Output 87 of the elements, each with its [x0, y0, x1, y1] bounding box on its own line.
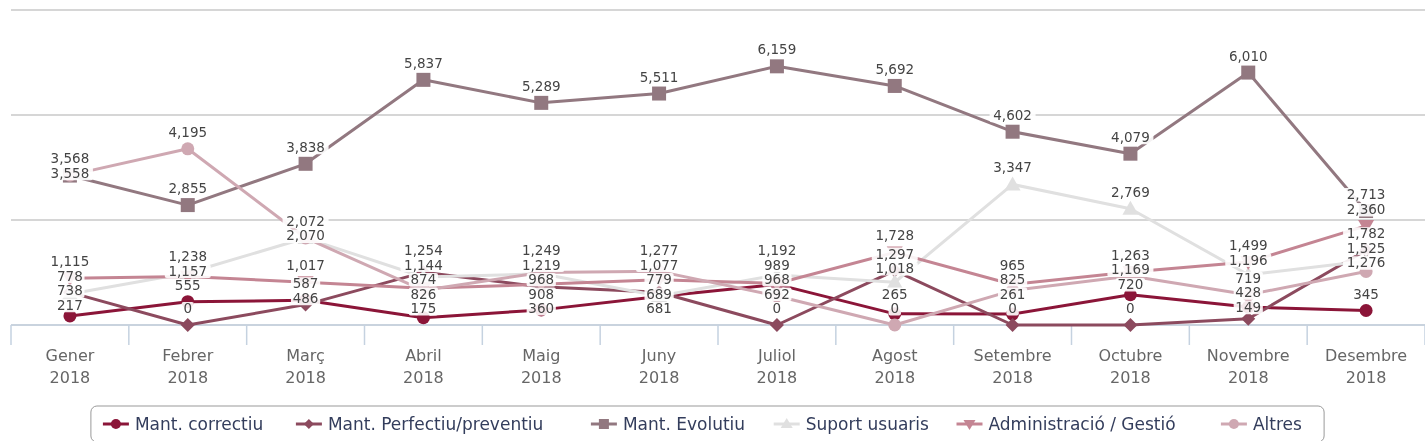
data-label: 692	[764, 285, 790, 302]
data-label: 1,144	[404, 256, 443, 273]
x-tick-label: Setembre 2018	[973, 346, 1052, 387]
data-label: 4,602	[993, 106, 1032, 123]
data-label: 0	[1126, 300, 1135, 316]
data-label: 2,072	[286, 212, 325, 229]
data-label: 4,079	[1111, 128, 1150, 145]
data-label: 1,249	[521, 242, 561, 258]
data-label: 1,276	[1346, 254, 1386, 271]
data-label: 825	[999, 271, 1026, 287]
data-label: 779	[646, 271, 672, 287]
data-label: 3,568	[50, 150, 90, 167]
data-label: 5,289	[521, 77, 561, 94]
data-label: 2,360	[1346, 200, 1386, 217]
x-tick-label: Gener 2018	[45, 346, 95, 387]
data-label: 1,277	[639, 242, 679, 258]
data-label: 1,115	[50, 253, 90, 270]
data-label: 587	[292, 275, 319, 292]
data-label: 1,219	[521, 256, 561, 273]
data-label: 555	[174, 277, 201, 293]
data-label: 689	[646, 285, 672, 302]
data-label: 2,855	[168, 180, 208, 197]
data-label: 1,018	[875, 260, 915, 277]
data-label: 968	[528, 271, 555, 287]
data-label: 6,159	[757, 41, 797, 58]
data-label: 0	[1008, 300, 1017, 316]
data-label: 3,347	[993, 159, 1032, 176]
x-tick-label: Abril 2018	[403, 346, 444, 387]
x-tick-label: Agost 2018	[872, 346, 918, 387]
data-label: 0	[890, 300, 900, 316]
x-tick-label: Desembre 2018	[1325, 346, 1408, 387]
data-label: 261	[999, 285, 1026, 302]
data-label: 908	[528, 285, 555, 302]
data-label: 1,192	[757, 242, 797, 258]
data-label: 175	[410, 300, 437, 316]
data-label: 720	[1117, 275, 1144, 292]
data-label: 1,525	[1346, 239, 1386, 256]
data-label: 428	[1235, 284, 1262, 301]
data-label: 0	[772, 300, 782, 316]
data-label: 1,263	[1111, 246, 1150, 263]
data-label: 0	[183, 300, 193, 316]
data-label: 719	[1235, 269, 1262, 286]
data-label: 1,196	[1228, 251, 1268, 268]
data-label: 1,017	[286, 257, 325, 274]
legend-label: Mant. correctiu	[134, 414, 264, 434]
data-label: 5,837	[404, 54, 443, 71]
data-label: 989	[764, 256, 790, 273]
data-label: 681	[646, 300, 672, 316]
data-label: 345	[1353, 285, 1379, 302]
x-tick-label: Febrer 2018	[162, 346, 214, 387]
data-label: 1,728	[875, 227, 915, 244]
legend-label: Suport usuaris	[805, 414, 930, 434]
data-label: 6,010	[1228, 47, 1268, 64]
x-tick-label: Juliol 2018	[756, 346, 798, 387]
data-label: 778	[57, 267, 83, 284]
data-label: 3,838	[286, 138, 325, 155]
data-label: 4,195	[168, 123, 208, 140]
data-label: 1,238	[168, 248, 208, 264]
legend-label: Altres	[1252, 414, 1302, 434]
data-label: 1,499	[1228, 237, 1268, 254]
data-label: 1,169	[1111, 261, 1150, 278]
x-tick-label: Maig 2018	[520, 346, 562, 387]
x-tick-label: Març 2018	[285, 346, 326, 387]
data-label: 965	[999, 256, 1026, 273]
legend-label: Mant. Perfectiu/preventiu	[327, 414, 544, 434]
data-label: 1,077	[639, 256, 679, 273]
data-label: 1,782	[1346, 225, 1386, 242]
legend-label: Administració / Gestió	[988, 414, 1176, 434]
data-label: 2,769	[1111, 183, 1150, 200]
data-label: 2,713	[1346, 186, 1386, 203]
data-label: 486	[292, 289, 319, 306]
data-label: 874	[410, 271, 437, 287]
x-tick-label: Octubre 2018	[1098, 346, 1163, 387]
data-label: 968	[764, 271, 790, 287]
data-label: 265	[881, 285, 908, 302]
data-label: 217	[57, 296, 83, 313]
x-tick-label: Juny 2018	[638, 346, 680, 387]
data-label: 5,511	[639, 68, 679, 85]
data-label: 826	[410, 285, 437, 302]
x-tick-label: Novembre 2018	[1206, 346, 1290, 387]
data-label: 3,558	[50, 164, 90, 181]
legend-label: Mant. Evolutiu	[622, 414, 746, 434]
data-label: 738	[57, 282, 83, 299]
data-label: 1,254	[404, 242, 443, 258]
data-label: 5,692	[875, 60, 915, 77]
data-label: 360	[528, 300, 555, 316]
data-label: 1,297	[875, 245, 915, 262]
